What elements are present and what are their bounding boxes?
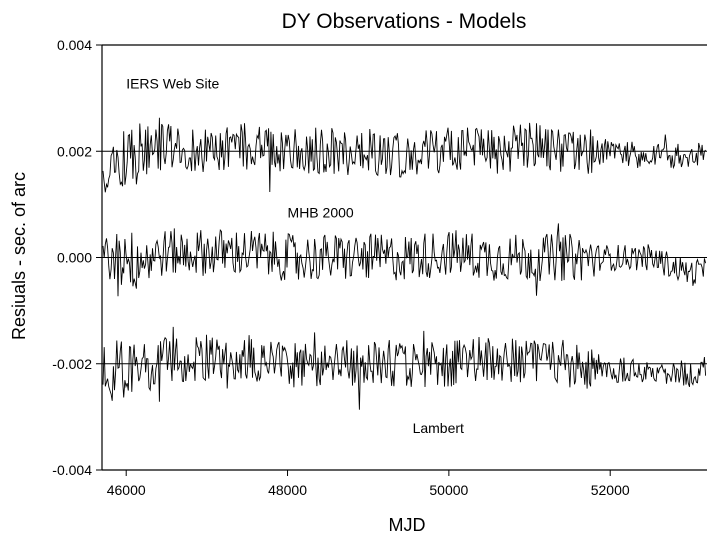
x-tick-label: 46000	[107, 482, 146, 498]
y-tick-label: -0.002	[52, 356, 92, 372]
y-tick-label: -0.004	[52, 462, 92, 478]
x-axis-label: MJD	[389, 515, 426, 535]
x-tick-label: 50000	[429, 482, 468, 498]
series-line	[102, 117, 706, 193]
series-line	[102, 326, 707, 410]
x-tick-label: 48000	[268, 482, 307, 498]
y-tick-label: 0.000	[57, 250, 92, 266]
plot-area: -0.004 -0.002 0.000 0.002 0.004 46000 48000 500…	[52, 37, 707, 498]
y-axis-label: Resiuals - sec. of arc	[9, 172, 29, 340]
series-label: MHB 2000	[288, 205, 354, 221]
chart-title: DY Observations - Models	[282, 10, 527, 33]
series-label: IERS Web Site	[126, 76, 219, 92]
y-tick-label: 0.004	[57, 37, 92, 53]
series-line	[102, 223, 707, 297]
y-tick-label: 0.002	[57, 143, 92, 159]
x-tick-label: 52000	[591, 482, 630, 498]
series-label: Lambert	[413, 420, 464, 436]
